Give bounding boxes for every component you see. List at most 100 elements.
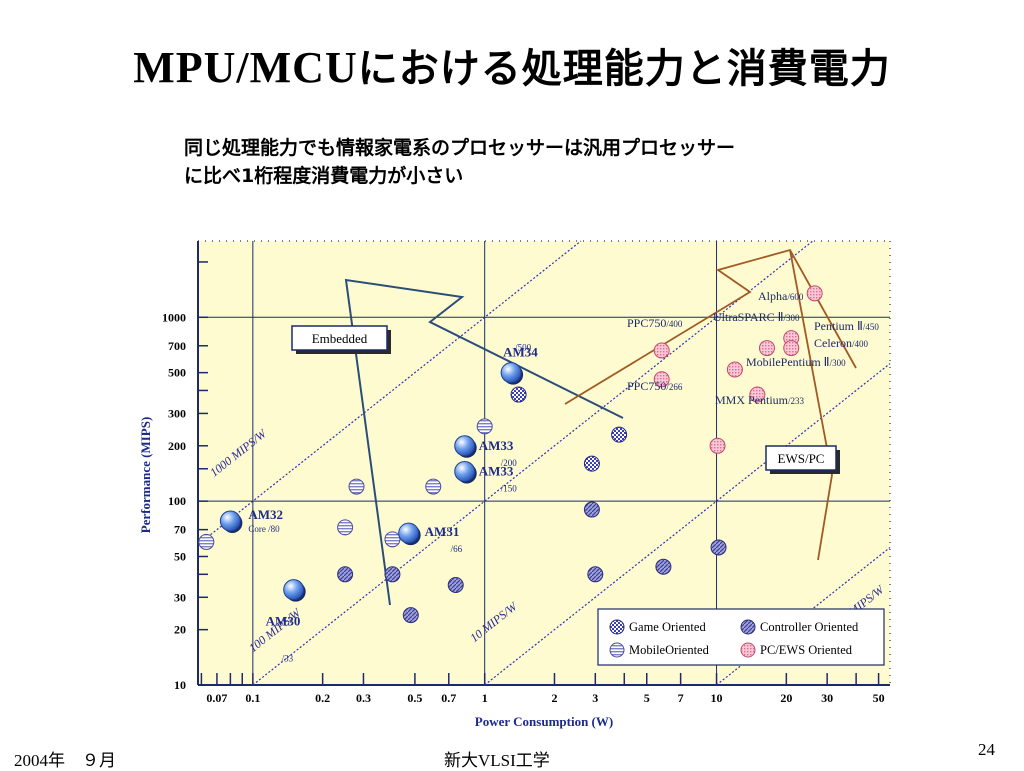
am-spec: /150	[501, 483, 518, 493]
slide-title-latin: MPU/MCU	[133, 43, 358, 92]
ews-outline-right	[789, 249, 833, 561]
y-tick-label: 1000	[162, 310, 186, 324]
x-tick-label: 0.2	[315, 691, 330, 705]
game-point	[583, 455, 600, 472]
x-axis-title: Power Consumption (W)	[475, 714, 613, 729]
am-label: AM32	[248, 507, 283, 522]
processor-label: MobilePentium Ⅱ/300	[746, 355, 846, 369]
mobile-point	[337, 519, 354, 536]
am-label: AM33	[479, 463, 514, 478]
pcews-point	[783, 340, 800, 357]
legend-marker	[740, 619, 756, 635]
axis-labels: Power Consumption (W) Performance (MIPS)	[138, 417, 613, 729]
processor-label: MMX Pentium/233	[715, 393, 805, 407]
processor-label: Celeron/400	[814, 336, 869, 350]
controller-point	[655, 558, 672, 575]
slide-title-rest: における処理能力と消費電力	[357, 46, 891, 92]
y-tick-label: 50	[174, 549, 186, 563]
page-number: 24	[978, 740, 995, 759]
callout-shapes: Embedded EWS/PC	[291, 248, 857, 606]
x-tick-label: 50	[873, 691, 885, 705]
legend-label: PC/EWS Oriented	[760, 643, 853, 657]
controller-point	[447, 576, 464, 593]
footer-date: 2004年 ９月	[14, 751, 116, 770]
ews-label: EWS/PC	[778, 451, 825, 466]
legend-marker	[609, 619, 625, 635]
pcews-point	[749, 386, 766, 403]
mobile-point	[476, 418, 493, 435]
y-tick-label: 300	[168, 406, 186, 420]
y-tick-label: 30	[174, 590, 186, 604]
am-point	[219, 510, 241, 532]
legend-marker	[609, 642, 625, 658]
controller-point	[587, 566, 604, 583]
footer-course: 新大VLSI工学	[444, 751, 550, 770]
y-tick-label: 700	[168, 339, 186, 353]
controller-point	[710, 539, 727, 556]
am-spec: /200	[501, 458, 518, 468]
x-tick-label: 0.7	[441, 691, 456, 705]
x-tick-label: 0.5	[407, 691, 422, 705]
processor-label: UltraSPARC Ⅱ/300	[713, 310, 800, 324]
controller-point	[384, 566, 401, 583]
x-tick-label: 10	[711, 691, 723, 705]
am-point	[398, 522, 420, 544]
x-tick-label: 0.3	[356, 691, 371, 705]
x-tick-label: 2	[551, 691, 557, 705]
slide-title: MPU/MCUにおける処理能力と消費電力	[0, 36, 1024, 94]
am-point	[500, 362, 522, 384]
am-point	[454, 460, 476, 482]
pcews-point	[758, 340, 775, 357]
embedded-label: Embedded	[312, 331, 368, 346]
mobile-point	[384, 531, 401, 548]
x-tick-label: 20	[780, 691, 792, 705]
subtitle-line-1: 同じ処理能力でも情報家電系のプロセッサーは汎用プロセッサー	[184, 137, 736, 159]
legend-label: Controller Oriented	[760, 620, 859, 634]
axis-ticks: 0.07 0.1 0.2 0.3 0.5 0.7 1 2 3 5 7 10 20 30 50 10 20 30 50…	[162, 261, 885, 705]
x-tick-label: 3	[592, 691, 598, 705]
mobile-point	[348, 478, 365, 495]
controller-point	[337, 566, 354, 583]
x-tick-label: 0.1	[245, 691, 260, 705]
gridlines	[197, 240, 891, 686]
y-tick-label: 500	[168, 366, 186, 380]
legend-label: MobileOriented	[629, 643, 710, 657]
processor-label: Pentium Ⅱ/450	[814, 319, 879, 333]
mobile-point	[425, 478, 442, 495]
controller-point	[583, 501, 600, 518]
am-label: AM33	[479, 438, 514, 453]
mobile-point	[198, 533, 215, 550]
game-point	[510, 386, 527, 403]
pcews-point	[709, 437, 726, 454]
game-point	[611, 426, 628, 443]
chart-legend: Game Oriented Controller Oriented MobileOr…	[597, 608, 885, 666]
mips-line	[252, 240, 814, 686]
am-point	[283, 579, 305, 601]
ews-label-box	[765, 445, 837, 471]
am-spec: /66	[451, 544, 463, 554]
embedded-label-box	[291, 325, 388, 351]
am-point	[454, 435, 476, 457]
y-tick-label: 10	[174, 678, 186, 692]
pcews-point	[726, 361, 743, 378]
legend-label: Game Oriented	[629, 620, 706, 634]
x-tick-label: 1	[482, 691, 488, 705]
y-axis-title: Performance (MIPS)	[138, 417, 153, 534]
pcews-point	[653, 371, 670, 388]
am-spec: /500	[515, 343, 532, 353]
x-tick-label: 30	[821, 691, 833, 705]
pcews-point	[806, 285, 823, 302]
am-label: AM30	[266, 614, 301, 629]
am-label: AM31	[425, 524, 460, 539]
y-tick-label: 200	[168, 439, 186, 453]
controller-point	[402, 607, 419, 624]
y-tick-label: 20	[174, 623, 186, 637]
data-points	[198, 285, 823, 624]
am-label: AM34	[503, 345, 538, 360]
x-tick-label: 0.07	[206, 691, 227, 705]
processor-label: PPC750/400	[627, 316, 683, 330]
processor-label: Alpha/600	[758, 289, 804, 303]
am-spec: /33	[282, 654, 294, 664]
embedded-outline	[344, 278, 624, 606]
